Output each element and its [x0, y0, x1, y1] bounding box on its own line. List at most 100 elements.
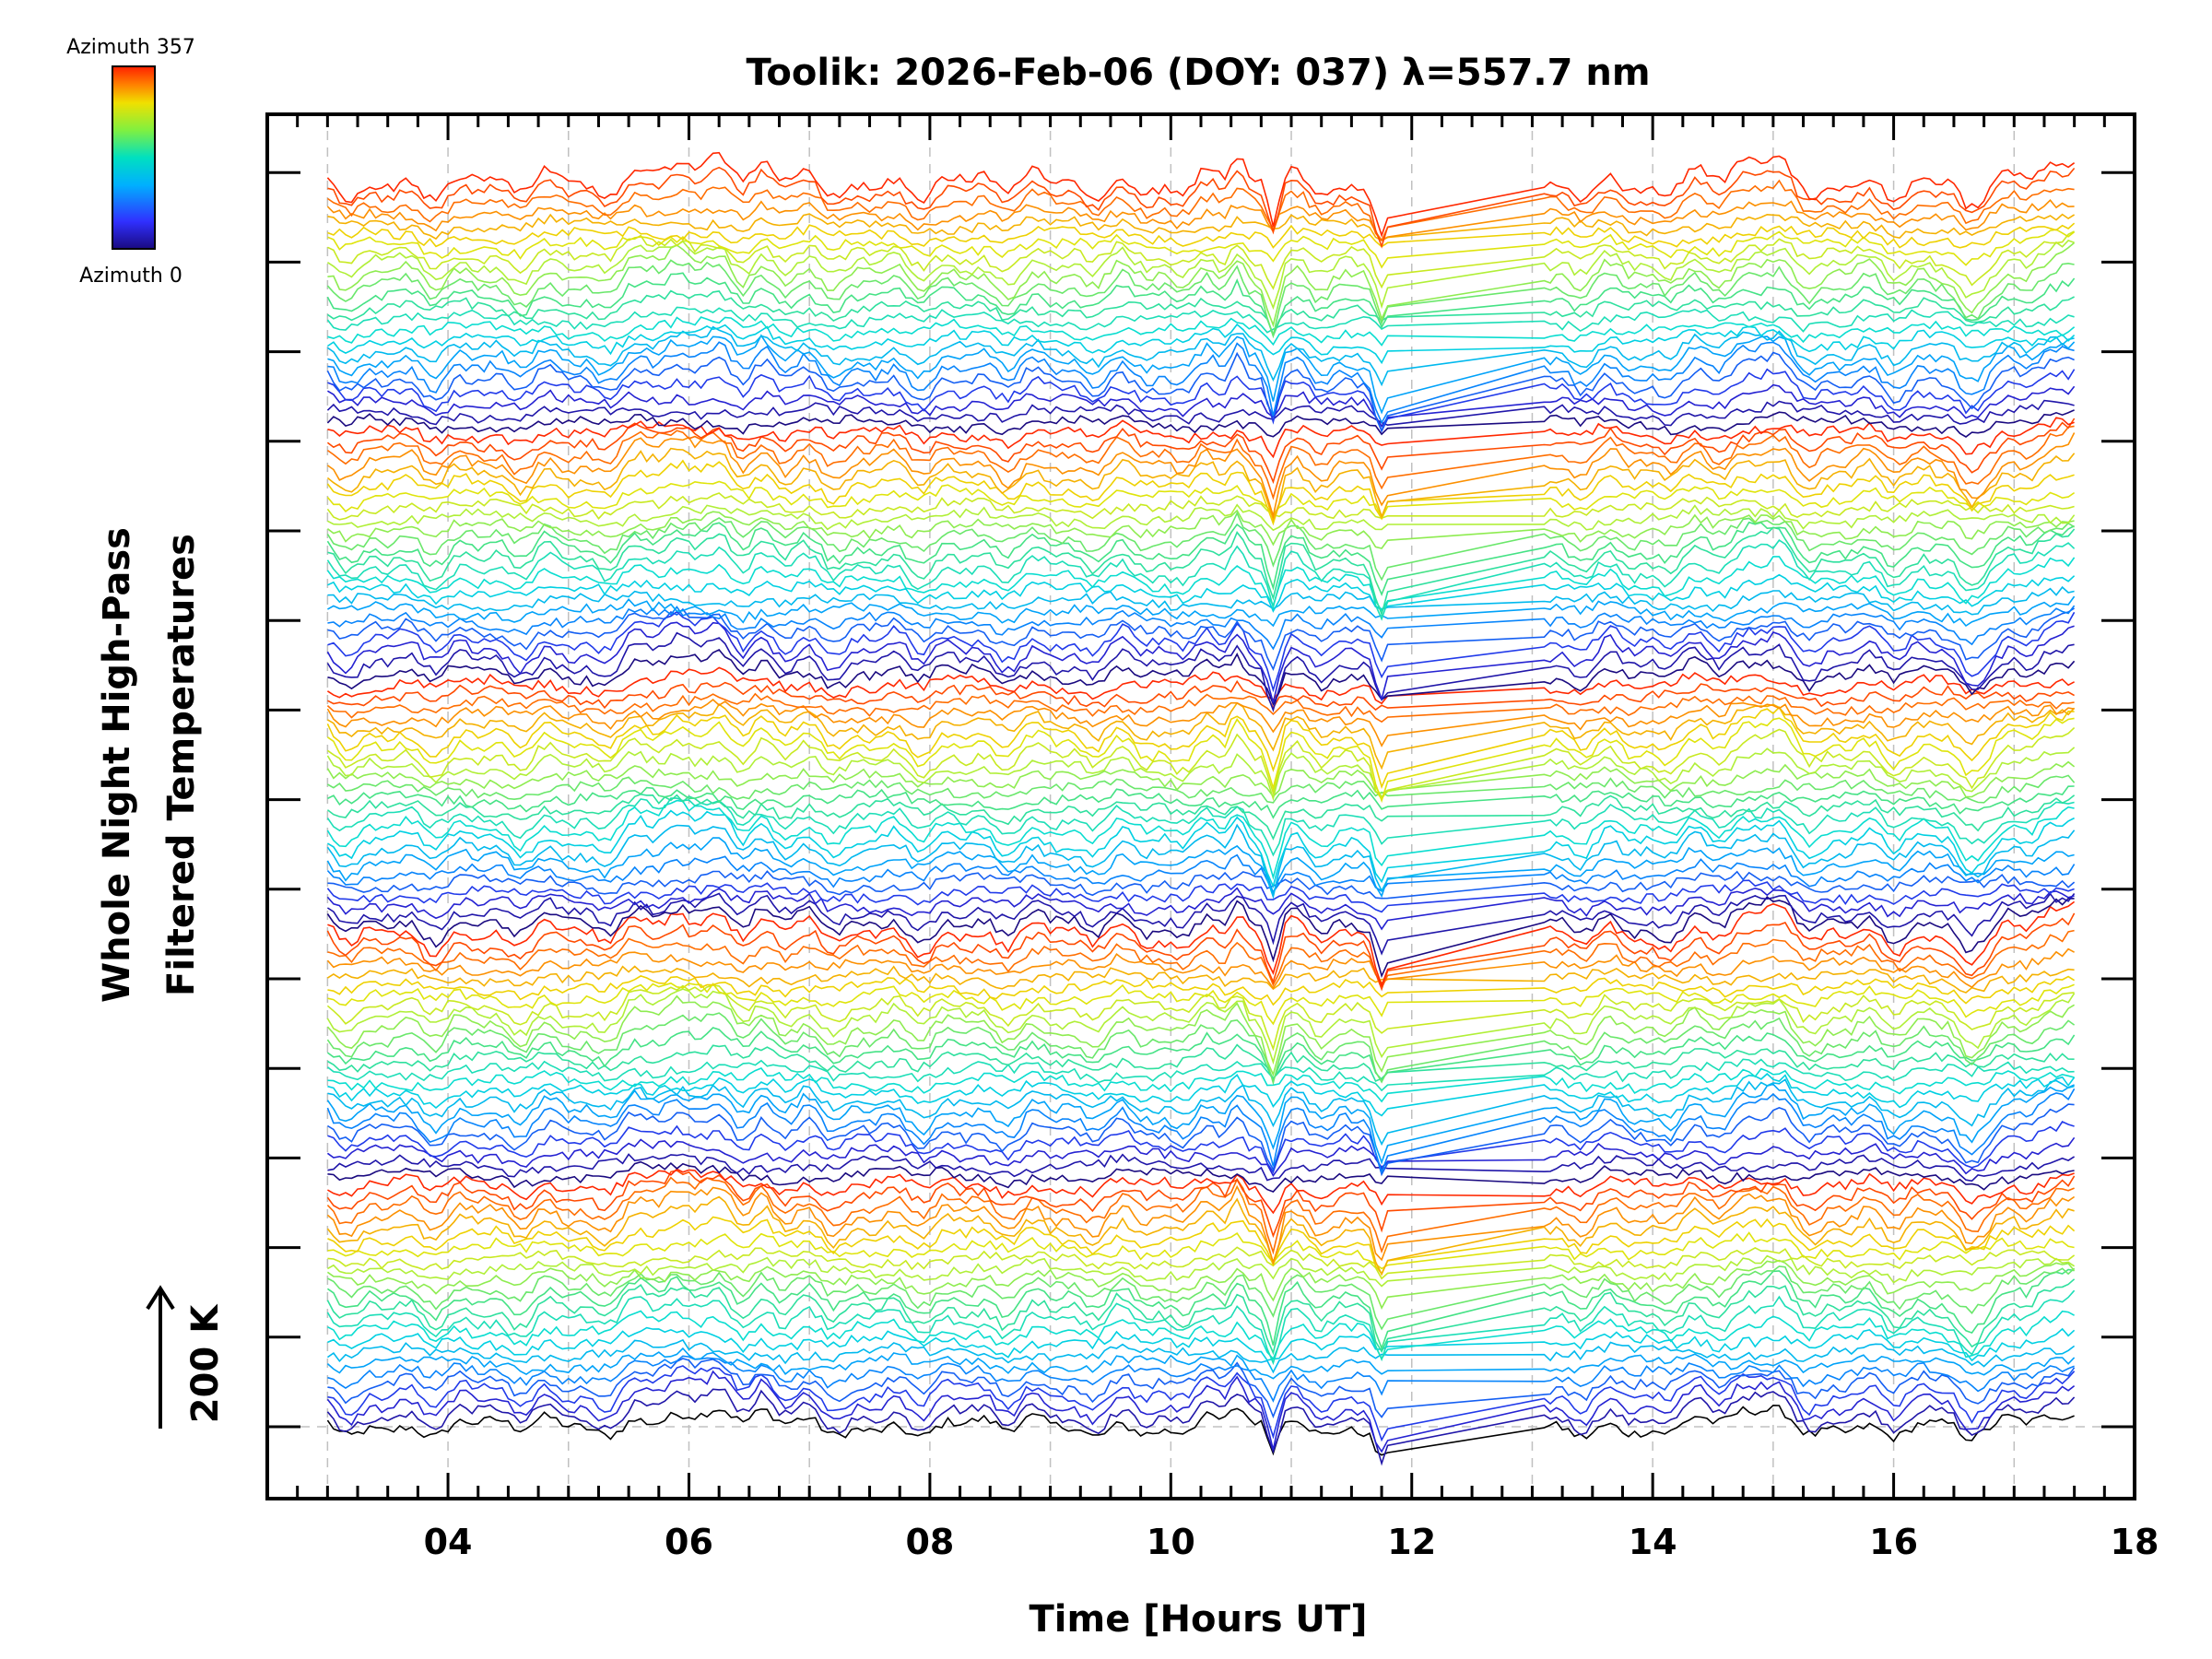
- trace-line-65: [326, 717, 2075, 804]
- trace-line-63: [326, 747, 2076, 802]
- trace-line-39: [326, 988, 2076, 1065]
- trace-line-30: [326, 1083, 2075, 1165]
- trace-line-48: [326, 895, 2075, 979]
- trace-line-3: [327, 1365, 2076, 1442]
- trace-line-86: [326, 509, 2075, 549]
- trace-line-55: [326, 823, 2076, 900]
- trace-line-28: [326, 1103, 2075, 1177]
- trace-line-43: [326, 965, 2075, 994]
- trace-line-100: [326, 351, 2075, 433]
- trace-line-54: [326, 837, 2075, 899]
- trace-line-81: [326, 556, 2076, 612]
- x-tick-label-08: 08: [905, 1522, 954, 1562]
- trace-line-64: [326, 727, 2076, 800]
- trace-line-56: [326, 809, 2075, 889]
- x-tick-label-16: 16: [1869, 1522, 1918, 1562]
- trace-line-77: [327, 605, 2076, 651]
- trace-line-75: [327, 610, 2076, 693]
- axes: 04 06 08 10 12 14 16 18: [265, 112, 2159, 1562]
- trace-line-7: [326, 1338, 2076, 1374]
- trace-line-83: [327, 526, 2076, 618]
- trace-line-32: [327, 1073, 2076, 1117]
- trace-line-82: [326, 539, 2076, 621]
- trace-line-62: [326, 760, 2076, 798]
- trace-line-73: [326, 631, 2075, 712]
- trace-line-118: [327, 166, 2076, 249]
- trace-line-97: [326, 399, 2075, 427]
- trace-line-20: [326, 1184, 2076, 1265]
- trace-line-6: [326, 1347, 2076, 1380]
- x-tick-label-10: 10: [1147, 1522, 1195, 1562]
- trace-line-19: [326, 1195, 2075, 1277]
- trace-line-96: [326, 409, 2075, 438]
- trace-line-85: [326, 511, 2076, 582]
- trace-line-79: [327, 585, 2075, 616]
- trace-line-98: [326, 383, 2076, 428]
- trace-line-117: [326, 179, 2075, 242]
- trace-line-27: [327, 1120, 2075, 1174]
- trace-line-44: [326, 947, 2075, 990]
- trace-line-41: [327, 982, 2075, 1026]
- trace-line-2: [326, 1370, 2076, 1453]
- x-tick-label-14: 14: [1629, 1522, 1677, 1562]
- scale-bar: 200 K: [146, 1285, 227, 1429]
- trace-line-31: [327, 1078, 2075, 1147]
- trace-line-88: [326, 492, 2075, 521]
- trace-line-10: [326, 1289, 2076, 1366]
- trace-line-40: [326, 984, 2075, 1052]
- trace-line-16: [327, 1246, 2076, 1280]
- scale-bar-arrowhead: [146, 1285, 175, 1311]
- trace-line-114: [327, 222, 2076, 249]
- trace-line-68: [326, 699, 2075, 747]
- trace-line-53: [326, 853, 2076, 894]
- trace-line-113: [327, 229, 2076, 269]
- trace-line-102: [327, 334, 2076, 415]
- trace-line-58: [326, 797, 2075, 857]
- trace-line-23: [327, 1168, 2075, 1215]
- trace-line-78: [327, 595, 2076, 628]
- y-axis-label-line2: Filtered Temperatures: [160, 534, 203, 996]
- trace-line-76: [327, 607, 2076, 672]
- trace-line-14: [326, 1259, 2076, 1310]
- trace-line-110: [327, 241, 2076, 328]
- x-tick-label-04: 04: [424, 1522, 473, 1562]
- trace-line-109: [326, 259, 2075, 339]
- scale-bar-label: 200 K: [184, 1303, 227, 1423]
- trace-line-60: [327, 785, 2075, 819]
- x-tick-label-12: 12: [1387, 1522, 1436, 1562]
- trace-line-57: [326, 799, 2075, 880]
- trace-line-22: [326, 1170, 2076, 1239]
- trace-line-84: [326, 521, 2075, 596]
- trace-line-69: [326, 692, 2075, 724]
- trace-line-61: [327, 774, 2076, 804]
- trace-line-106: [326, 306, 2075, 334]
- trace-line-11: [326, 1278, 2076, 1356]
- trace-line-95: [327, 417, 2075, 459]
- trace-line-17: [327, 1231, 2075, 1270]
- colorbar-top-label: Azimuth 357: [66, 36, 195, 59]
- trace-line-70: [327, 679, 2075, 712]
- trace-line-29: [326, 1088, 2076, 1175]
- trace-line-34: [326, 1058, 2075, 1092]
- trace-line-12: [326, 1268, 2075, 1351]
- trace-line-92: [326, 432, 2076, 519]
- trace-line-13: [327, 1265, 2076, 1331]
- trace-line-108: [326, 272, 2076, 338]
- trace-line-115: [327, 213, 2076, 241]
- trace-line-105: [327, 316, 2076, 347]
- trace-line-4: [327, 1358, 2076, 1419]
- y-axis-label-line1: Whole Night High-Pass: [96, 527, 138, 1003]
- trace-line-71: [326, 666, 2075, 705]
- trace-line-33: [327, 1067, 2075, 1103]
- trace-line-35: [327, 1043, 2075, 1083]
- trace-line-15: [326, 1254, 2076, 1288]
- trace-line-111: [326, 239, 2075, 311]
- trace-line-47: [327, 900, 2076, 988]
- trace-line-46: [326, 912, 2076, 992]
- trace-line-87: [327, 503, 2076, 532]
- trace-line-59: [326, 793, 2076, 841]
- trace-line-37: [326, 1012, 2076, 1086]
- trace-line-24: [327, 1160, 2075, 1193]
- trace-line-72: [327, 649, 2076, 706]
